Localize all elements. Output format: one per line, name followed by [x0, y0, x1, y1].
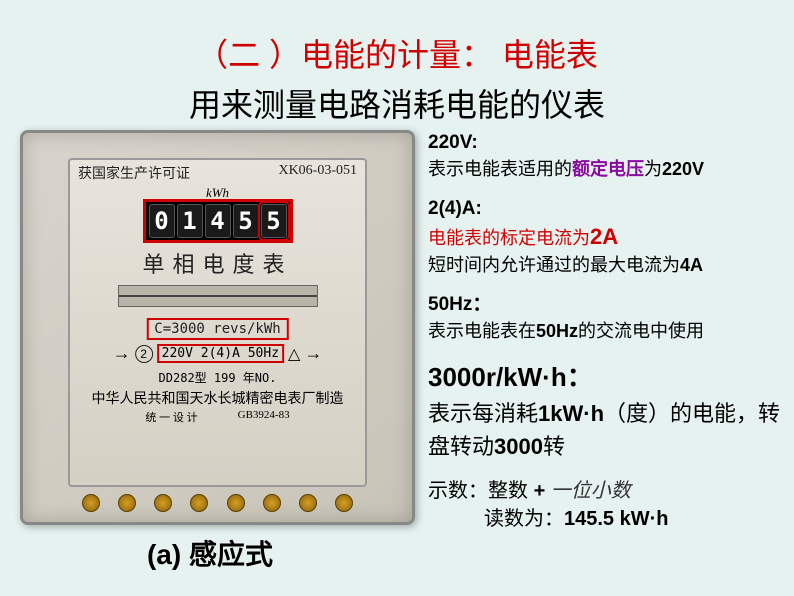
info-50hz-header: 50Hz：	[428, 292, 784, 319]
reading-value: 145.5 kW·h	[564, 508, 668, 530]
digit-1: 1	[177, 204, 203, 238]
arrow-left-icon: →	[113, 343, 131, 364]
spec-rating-row: → 2 220V 2(4)A 50Hz △ →	[113, 343, 323, 364]
info-220v: 220V: 表示电能表适用的额定电压为220V	[428, 130, 784, 182]
digit-3: 5	[233, 204, 259, 238]
circled-number: 2	[135, 345, 153, 363]
t: 表示电能表适用的	[428, 159, 572, 179]
terminal	[227, 494, 245, 512]
info-3000r-header: 3000r/kW·h：	[428, 358, 784, 397]
terminal	[82, 494, 100, 512]
reading-format: 示数：整数 + 一位小数	[428, 477, 784, 505]
kwh-value: 1kW·h	[538, 401, 604, 426]
info-2-4a: 2(4)A: 电能表的标定电流为2A 短时间内允许通过的最大电流为4A	[428, 196, 784, 279]
spec-revs: C=3000 revs/kWh	[146, 318, 288, 340]
info-3000r-body: 表示每消耗1kW·h（度）的电能，转盘转动3000转	[428, 397, 784, 463]
energy-meter: 获国家生产许可证 XK06-03-051 kWh 0 1 4 5 5 单相电度表…	[20, 130, 415, 525]
info-column: 220V: 表示电能表适用的额定电压为220V 2(4)A: 电能表的标定电流为…	[420, 130, 794, 573]
standard-row: 统 一 设 计 GB3924-83	[145, 409, 289, 425]
freq-value: 50Hz	[536, 321, 578, 341]
section-title: （二 ）电能的计量： 电能表	[0, 0, 794, 76]
reading-result-row: 读数为：145.5 kW·h	[428, 505, 784, 533]
meter-reading: 0 1 4 5 5	[143, 199, 293, 243]
gb-standard: GB3924-83	[238, 409, 290, 425]
t: 表示每消耗	[428, 401, 538, 426]
t: 示数：整数	[428, 480, 534, 502]
t: 为	[644, 159, 662, 179]
terminal	[190, 494, 208, 512]
info-rated-current: 电能表的标定电流为2A	[428, 222, 784, 253]
current-2a: 2A	[590, 224, 618, 249]
info-220v-header: 220V:	[428, 130, 784, 157]
t: 表示电能表在	[428, 321, 536, 341]
voltage-value: 220V	[662, 159, 704, 179]
model-number: DD282型 199 年NO.	[159, 369, 277, 386]
current-4a: 4A	[680, 255, 703, 275]
content-row: 获国家生产许可证 XK06-03-051 kWh 0 1 4 5 5 单相电度表…	[0, 130, 794, 573]
terminal	[118, 494, 136, 512]
license-row: 获国家生产许可证 XK06-03-051	[78, 163, 357, 183]
info-220v-body: 表示电能表适用的额定电压为220V	[428, 157, 784, 182]
terminal	[335, 494, 353, 512]
t: 短时间内允许通过的最大电流为	[428, 255, 680, 275]
license-code: XK06-03-051	[278, 163, 357, 183]
terminal	[299, 494, 317, 512]
spec-rating: 220V 2(4)A 50Hz	[157, 344, 284, 363]
arrow-right-icon: →	[304, 343, 322, 364]
license-text: 获国家生产许可证	[78, 163, 190, 183]
t: 的交流电中使用	[578, 321, 704, 341]
meter-type-label: 单相电度表	[142, 247, 292, 279]
info-50hz: 50Hz： 表示电能表在50Hz的交流电中使用	[428, 292, 784, 344]
meter-column: 获国家生产许可证 XK06-03-051 kWh 0 1 4 5 5 单相电度表…	[0, 130, 420, 573]
digit-4-decimal: 5	[261, 204, 287, 238]
terminals-row	[73, 494, 362, 514]
terminal	[154, 494, 172, 512]
digit-0: 0	[149, 204, 175, 238]
triangle-icon: △	[288, 344, 300, 364]
digit-2: 4	[205, 204, 231, 238]
info-50hz-body: 表示电能表在50Hz的交流电中使用	[428, 319, 784, 344]
terminal	[263, 494, 281, 512]
info-2-4a-header: 2(4)A:	[428, 196, 784, 223]
t: 电能表的标定电流为	[428, 228, 590, 248]
t: 转	[543, 434, 565, 459]
rated-voltage-term: 额定电压	[572, 159, 644, 179]
decimal-note: 一位小数	[545, 480, 631, 502]
reading-explain: 示数：整数 + 一位小数 读数为：145.5 kW·h	[428, 477, 784, 533]
t: 读数为：	[484, 508, 564, 530]
rotating-disc-window	[118, 285, 318, 307]
manufacturer: 中华人民共和国天水长城精密电表厂制造	[92, 388, 344, 408]
revs-value: 3000	[494, 434, 543, 459]
design-label: 统 一 设 计	[145, 409, 197, 425]
info-3000r: 3000r/kW·h： 表示每消耗1kW·h（度）的电能，转盘转动3000转	[428, 358, 784, 463]
plus-sign: +	[534, 480, 546, 502]
info-max-current: 短时间内允许通过的最大电流为4A	[428, 253, 784, 278]
meter-caption: (a) 感应式	[0, 533, 420, 573]
section-subtitle: 用来测量电路消耗电能的仪表	[0, 80, 794, 126]
